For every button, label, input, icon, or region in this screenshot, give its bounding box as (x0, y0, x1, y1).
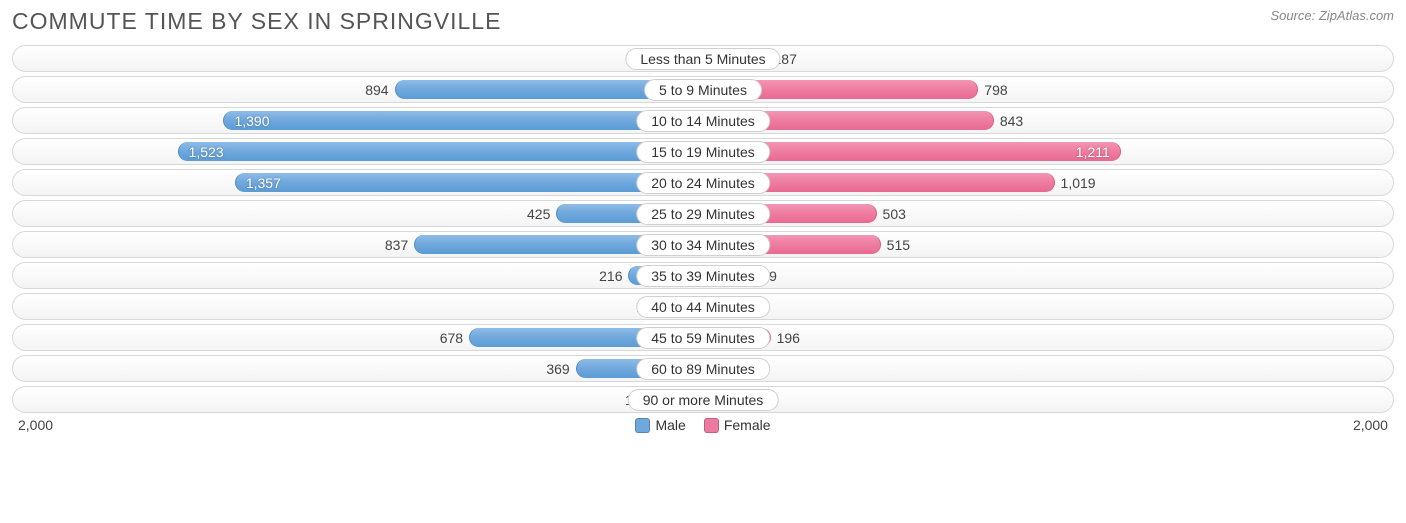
bar-row: 837 515 30 to 34 Minutes (12, 231, 1394, 258)
legend-label-female: Female (724, 417, 771, 433)
category-label: 10 to 14 Minutes (636, 110, 770, 132)
bar-half-female: 196 (703, 325, 1393, 350)
bar-half-female: 129 (703, 263, 1393, 288)
category-label: 20 to 24 Minutes (636, 172, 770, 194)
bar-half-female: 187 (703, 46, 1393, 71)
male-value-label: 1,523 (189, 144, 224, 160)
female-value-label: 515 (887, 237, 910, 253)
bar-half-female: 798 (703, 77, 1393, 102)
bar-row: 108187Less than 5 Minutes (12, 45, 1394, 72)
bar-row: 678 196 45 to 59 Minutes (12, 324, 1394, 351)
bar-row: 1,523 1,211 15 to 19 Minutes (12, 138, 1394, 165)
bar-half-female: 57 (703, 387, 1393, 412)
bar-half-male: 216 (13, 263, 703, 288)
category-label: 35 to 39 Minutes (636, 265, 770, 287)
chart-title: COMMUTE TIME BY SEX IN SPRINGVILLE (12, 8, 501, 35)
bar-row: 1,390 843 10 to 14 Minutes (12, 107, 1394, 134)
female-value-label: 1,019 (1061, 175, 1096, 191)
male-value-label: 1,390 (234, 113, 269, 129)
bar-half-male: 108 (13, 46, 703, 71)
chart-axis: 2,000 Male Female 2,000 (12, 417, 1394, 433)
commute-chart: COMMUTE TIME BY SEX IN SPRINGVILLE Sourc… (0, 0, 1406, 437)
bar-half-male: 141 (13, 387, 703, 412)
bar-half-female: 102 (703, 356, 1393, 381)
female-value-label: 798 (984, 82, 1007, 98)
bar-row: 894 798 5 to 9 Minutes (12, 76, 1394, 103)
bar-half-female: 503 (703, 201, 1393, 226)
legend-label-male: Male (655, 417, 685, 433)
legend-item-female: Female (704, 417, 771, 433)
bar-half-male: 369 (13, 356, 703, 381)
bar-half-female: 515 (703, 232, 1393, 257)
legend-swatch-male (635, 418, 650, 433)
bar-row: 1415790 or more Minutes (12, 386, 1394, 413)
category-label: 15 to 19 Minutes (636, 141, 770, 163)
bar-row: 425 503 25 to 29 Minutes (12, 200, 1394, 227)
male-bar: 1,523 (178, 142, 703, 161)
male-value-label: 894 (365, 82, 388, 98)
male-value-label: 678 (440, 330, 463, 346)
female-value-label: 196 (777, 330, 800, 346)
axis-label-right: 2,000 (1353, 417, 1388, 433)
male-value-label: 369 (546, 361, 569, 377)
bar-row: 1,357 1,019 20 to 24 Minutes (12, 169, 1394, 196)
category-label: 25 to 29 Minutes (636, 203, 770, 225)
female-value-label: 503 (883, 206, 906, 222)
bar-half-male: 678 (13, 325, 703, 350)
bar-half-male: 425 (13, 201, 703, 226)
male-value-label: 216 (599, 268, 622, 284)
category-label: 30 to 34 Minutes (636, 234, 770, 256)
bar-half-female: 1,211 (703, 139, 1393, 164)
category-label: 40 to 44 Minutes (636, 296, 770, 318)
bar-half-female: 843 (703, 108, 1393, 133)
bar-row: 1123540 to 44 Minutes (12, 293, 1394, 320)
legend-item-male: Male (635, 417, 685, 433)
category-label: Less than 5 Minutes (625, 48, 780, 70)
bar-row: 369 10260 to 89 Minutes (12, 355, 1394, 382)
bar-half-male: 1,390 (13, 108, 703, 133)
bar-half-male: 1,357 (13, 170, 703, 195)
bar-half-male: 1,523 (13, 139, 703, 164)
male-value-label: 425 (527, 206, 550, 222)
chart-legend: Male Female (635, 417, 770, 433)
bar-half-female: 35 (703, 294, 1393, 319)
female-value-label: 1,211 (1076, 144, 1110, 160)
axis-label-left: 2,000 (18, 417, 53, 433)
bar-half-female: 1,019 (703, 170, 1393, 195)
female-value-label: 843 (1000, 113, 1023, 129)
bar-half-male: 112 (13, 294, 703, 319)
chart-source: Source: ZipAtlas.com (1270, 8, 1394, 23)
male-bar: 1,357 (235, 173, 703, 192)
legend-swatch-female (704, 418, 719, 433)
category-label: 5 to 9 Minutes (644, 79, 762, 101)
male-value-label: 1,357 (246, 175, 281, 191)
category-label: 90 or more Minutes (628, 389, 779, 411)
category-label: 45 to 59 Minutes (636, 327, 770, 349)
chart-rows: 108187Less than 5 Minutes 894 798 5 to 9 Mi… (12, 45, 1394, 413)
category-label: 60 to 89 Minutes (636, 358, 770, 380)
chart-header: COMMUTE TIME BY SEX IN SPRINGVILLE Sourc… (12, 8, 1394, 35)
male-value-label: 837 (385, 237, 408, 253)
bar-row: 216 12935 to 39 Minutes (12, 262, 1394, 289)
male-bar: 1,390 (223, 111, 703, 130)
bar-half-male: 894 (13, 77, 703, 102)
bar-half-male: 837 (13, 232, 703, 257)
